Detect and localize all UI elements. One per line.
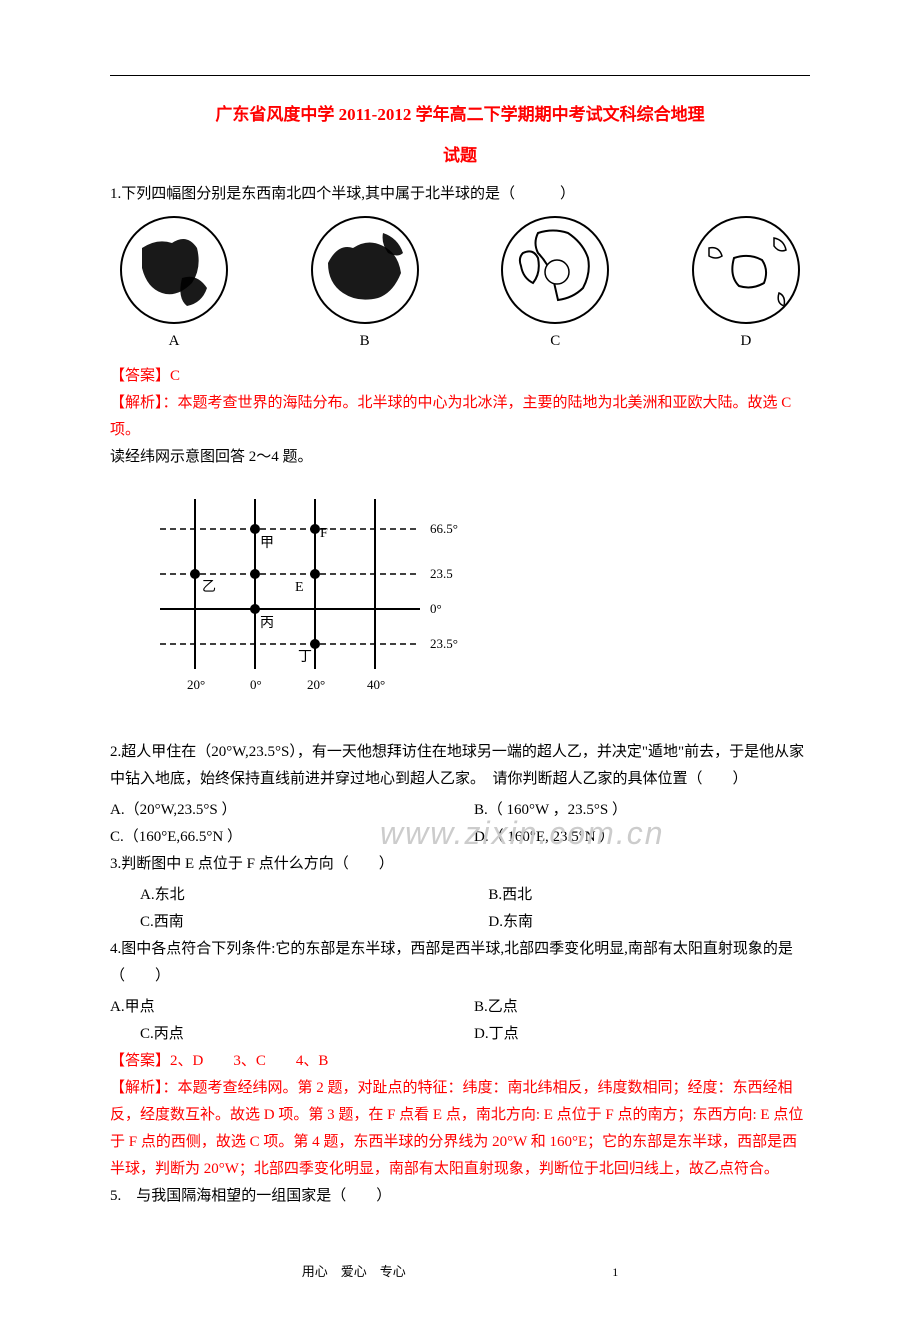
q3-options-row1: A.东北 B.西北 (110, 882, 810, 909)
q3-opt-a: A.东北 (140, 882, 488, 909)
svg-text:0°: 0° (250, 677, 262, 692)
svg-text:甲: 甲 (260, 536, 274, 551)
svg-text:40°: 40° (367, 677, 385, 692)
svg-text:23.5°: 23.5° (430, 636, 458, 651)
answer-234: 【答案】2、D 3、C 4、B (110, 1048, 810, 1075)
document-title: 广东省风度中学 2011-2012 学年高二下学期期中考试文科综合地理 (110, 100, 810, 131)
svg-text:0°: 0° (430, 601, 442, 616)
svg-text:E: E (295, 580, 304, 595)
intro-2-4: 读经纬网示意图回答 2～4 题。 (110, 444, 810, 471)
analysis-234: 【解析】：本题考查经纬网。第 2 题，对趾点的特征：纬度：南北纬相反，纬度数相同… (110, 1075, 810, 1183)
svg-text:20°: 20° (307, 677, 325, 692)
page-number: 1 (612, 1265, 618, 1279)
q4-opt-a: A.甲点 (110, 994, 474, 1021)
q4-opt-b: B.乙点 (474, 994, 810, 1021)
watermark: www.zixin.com.cn (380, 805, 665, 863)
svg-text:20°: 20° (187, 677, 205, 692)
svg-text:23.5: 23.5 (430, 566, 453, 581)
globe-b-image (311, 216, 419, 324)
header-rule (110, 75, 810, 76)
analysis-1: 【解析】：本题考查世界的海陆分布。北半球的中心为北冰洋，主要的陆地为北美洲和亚欧… (110, 390, 810, 444)
footer-text: 用心 爱心 专心 (302, 1264, 406, 1279)
question-2: 2.超人甲住在（20°W,23.5°S），有一天他想拜访住在地球另一端的超人乙，… (110, 739, 810, 793)
q3-opt-b: B.西北 (488, 882, 810, 909)
globe-d-label: D (741, 328, 752, 355)
answer-1: 【答案】C (110, 363, 810, 390)
globe-c: C (501, 216, 609, 355)
svg-text:丁: 丁 (298, 650, 312, 665)
question-1: 1.下列四幅图分别是东西南北四个半球,其中属于北半球的是（ ） (110, 181, 810, 208)
svg-text:乙: 乙 (202, 579, 216, 595)
question-5: 5. 与我国隔海相望的一组国家是（ ） (110, 1183, 810, 1210)
q4-opt-d: D.丁点 (474, 1021, 810, 1048)
svg-text:66.5°: 66.5° (430, 521, 458, 536)
globe-c-image (501, 216, 609, 324)
globe-b-label: B (360, 328, 370, 355)
latitude-longitude-diagram: 甲 F 乙 E 丙 丁 66.5° 23.5 0° 23.5° 20° 0° 2… (110, 479, 810, 719)
q3-options-row2: C.西南 D.东南 (110, 909, 810, 936)
globe-d: D (692, 216, 800, 355)
q4-options-row2: C.丙点 D.丁点 (110, 1021, 810, 1048)
globe-a-label: A (169, 328, 180, 355)
document-subtitle: 试题 (110, 141, 810, 172)
globe-figures-row: A B C D (110, 216, 810, 355)
q4-opt-c: C.丙点 (110, 1021, 474, 1048)
globe-b: B (311, 216, 419, 355)
q3-opt-d: D.东南 (488, 909, 810, 936)
globe-a-image (120, 216, 228, 324)
question-4: 4.图中各点符合下列条件:它的东部是东半球，西部是西半球,北部四季变化明显,南部… (110, 936, 810, 990)
svg-text:F: F (320, 526, 328, 541)
footer: 用心 爱心 专心 1 (110, 1260, 810, 1284)
globe-d-image (692, 216, 800, 324)
globe-a: A (120, 216, 228, 355)
svg-text:丙: 丙 (260, 616, 274, 631)
q4-options-row1: A.甲点 B.乙点 (110, 994, 810, 1021)
globe-c-label: C (550, 328, 560, 355)
q3-opt-c: C.西南 (140, 909, 488, 936)
